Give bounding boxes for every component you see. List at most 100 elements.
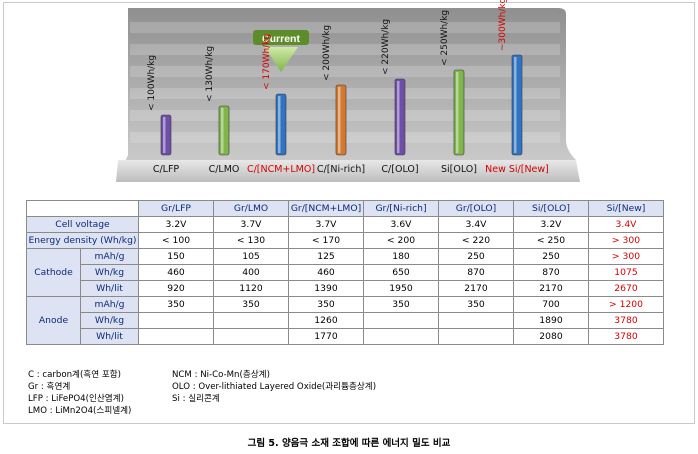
row-group-header: Cathode <box>26 248 81 297</box>
category-label: C/[OLO] <box>381 164 418 175</box>
column-header: Gr/[Ni-rich] <box>363 200 439 217</box>
comparison-table: Gr/LFP Gr/LMO Gr/[NCM+LMO] Gr/[Ni-rich] … <box>26 200 664 345</box>
table-cell: 1950 <box>363 280 439 297</box>
table-row: Wh/lit 1770 2080 3780 <box>27 328 664 345</box>
bar-highlight <box>163 117 166 153</box>
table-row: Wh/kg 1260 1890 3780 <box>27 312 664 329</box>
abbreviation-notes-right: NCM : Ni-Co-Mn(층상계) OLO : Over-lithiated… <box>172 369 376 405</box>
bar <box>335 84 347 156</box>
table-cell: 870 <box>513 264 589 281</box>
bar <box>511 54 523 156</box>
category-label: New Si/[New] <box>485 164 549 175</box>
table-cell: 1770 <box>288 328 364 345</box>
current-arrow-icon <box>265 47 298 72</box>
unit-label: Wh/kg <box>80 312 139 329</box>
table-row: Anode mAh/g 350 350 350 350 350 700 > 12… <box>26 296 664 345</box>
table-cell <box>213 312 289 329</box>
bar-value-label: < 130Wh/kg <box>205 46 215 102</box>
table-cell: 3.6V <box>363 216 439 233</box>
bar <box>160 114 172 156</box>
column-header: Gr/[NCM+LMO] <box>288 200 364 217</box>
table-cell: 3.7V <box>288 216 364 233</box>
table-row: Wh/kg 460 400 460 650 870 870 1075 <box>27 264 664 281</box>
bar-value-label: < 250Wh/kg <box>440 10 450 66</box>
column-header: Gr/[OLO] <box>438 200 514 217</box>
category-label: Si[OLO] <box>441 164 477 175</box>
note-line: OLO : Over-lithiated Layered Oxide(과리튬층상… <box>172 382 377 392</box>
category-label: C/LFP <box>153 164 180 175</box>
table-row: Cathode mAh/g 150 105 125 180 250 250 > … <box>26 248 664 297</box>
bar-highlight <box>221 108 224 153</box>
bar <box>275 93 287 156</box>
table-cell: 350 <box>363 296 439 313</box>
table-cell: 150 <box>138 248 214 265</box>
figure-caption: 그림 5. 양음극 소재 조합에 따른 에너지 밀도 비교 <box>247 438 451 449</box>
table-cell <box>363 328 439 345</box>
note-line: C : carbon계(흑연 포함) <box>28 370 122 380</box>
bar-value-label: < 100Wh/kg <box>147 55 157 111</box>
column-header: Gr/LFP <box>138 200 214 217</box>
bar-highlight <box>456 72 459 153</box>
table-cell: 460 <box>288 264 364 281</box>
table-cell: < 170 <box>288 232 364 249</box>
table-cell: 1260 <box>288 312 364 329</box>
table-cell: 180 <box>363 248 439 265</box>
table-cell: 2170 <box>513 280 589 297</box>
table-cell: 105 <box>213 248 289 265</box>
unit-label: Wh/lit <box>80 280 139 297</box>
note-line: Gr : 흑연계 <box>28 382 71 392</box>
unit-label: mAh/g <box>80 296 139 313</box>
energy-density-chart: Current < 100Wh/kg C/LFP < 130Wh/kg C/LMO < … <box>116 0 580 182</box>
table-cell: 870 <box>438 264 514 281</box>
abbreviation-notes-left: C : carbon계(흑연 포함) Gr : 흑연계 LFP : LiFePO… <box>28 369 131 417</box>
table-cell <box>138 312 214 329</box>
table-cell: 1390 <box>288 280 364 297</box>
bar-highlight <box>278 96 281 153</box>
table-cell: < 220 <box>438 232 514 249</box>
table-cell <box>438 328 514 345</box>
table-cell: 400 <box>213 264 289 281</box>
category-label: C/LMO <box>209 164 240 175</box>
bar-highlight <box>338 87 341 153</box>
bar-highlight <box>397 81 400 153</box>
table-cell: > 300 <box>588 232 664 249</box>
table-cell: 2080 <box>513 328 589 345</box>
table-cell: < 130 <box>213 232 289 249</box>
bar-value-label: < 170Wh/kg <box>262 34 272 90</box>
table-cell: > 300 <box>588 248 664 265</box>
unit-label: Wh/kg <box>80 264 139 281</box>
column-header: Si/[New] <box>588 200 664 217</box>
table-cell: 1120 <box>213 280 289 297</box>
table-cell: 125 <box>288 248 364 265</box>
column-header: Gr/LMO <box>213 200 289 217</box>
table-cell: 460 <box>138 264 214 281</box>
bar-highlight <box>514 57 517 153</box>
bar <box>453 69 465 156</box>
table-cell: 3.4V <box>438 216 514 233</box>
table-cell: 2170 <box>438 280 514 297</box>
note-line: LFP : LiFePO4(인산염계) <box>28 394 124 404</box>
row-header: Energy density (Wh/kg) <box>26 232 139 249</box>
table-cell <box>438 312 514 329</box>
table-row: Energy density (Wh/kg) < 100 < 130 < 170… <box>26 232 664 249</box>
table-cell: 3.2V <box>513 216 589 233</box>
table-cell: < 200 <box>363 232 439 249</box>
table-cell: 350 <box>213 296 289 313</box>
table-cell: 3.2V <box>138 216 214 233</box>
table-cell: 350 <box>438 296 514 313</box>
table-cell: 700 <box>513 296 589 313</box>
bar <box>218 105 230 156</box>
figure-frame <box>3 2 695 424</box>
bar-value-label: ~300Wh/kg <box>498 0 508 51</box>
bar-value-label: < 200Wh/kg <box>322 25 332 81</box>
table-cell: < 250 <box>513 232 589 249</box>
row-header: Cell voltage <box>26 216 139 233</box>
table-cell: 1075 <box>588 264 664 281</box>
current-marker: Current <box>253 30 309 72</box>
current-label: Current <box>262 33 300 45</box>
table-cell: 250 <box>513 248 589 265</box>
table-cell: 3780 <box>588 328 664 345</box>
bar-value-label: < 220Wh/kg <box>381 19 391 75</box>
table-cell: 3.4V <box>588 216 664 233</box>
table-header-row: Gr/LFP Gr/LMO Gr/[NCM+LMO] Gr/[Ni-rich] … <box>26 200 664 217</box>
